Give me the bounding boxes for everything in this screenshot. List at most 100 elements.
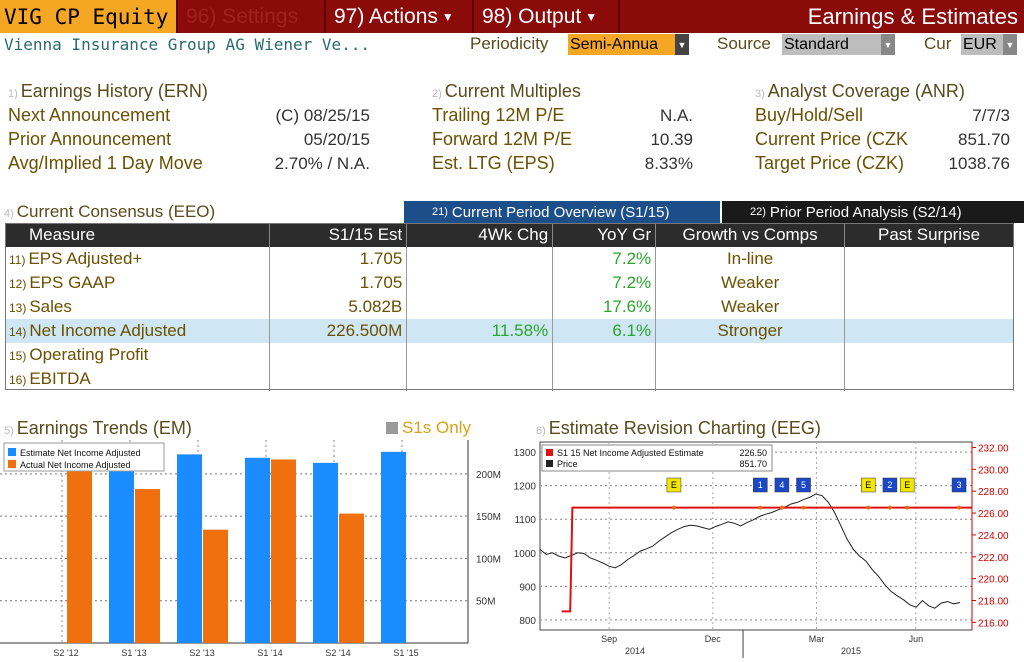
yoy-cell: 7.2% [552,271,657,295]
section-title: Earnings Trends (EM) [16,418,192,438]
chg-cell [406,247,554,271]
earnings-trends-header[interactable]: 5) Earnings Trends (EM) [4,418,192,439]
event-marker [753,477,768,493]
measure-cell: 14) Net Income Adjusted [5,319,271,343]
target-price-label: Target Price (CZK) [755,153,905,173]
periodicity-value: Semi-Annua [570,35,659,53]
yoy-cell: 17.6% [552,295,657,319]
cur-label: Cur [924,34,952,53]
x-tick-label: S2 '13 [189,648,214,658]
y-tick-label: 200M [476,470,501,481]
earnings-marker [899,477,915,493]
measure-label: Net Income Adjusted [29,321,187,340]
section-number: 2) [432,88,442,100]
sub-bar: Vienna Insurance Group AG Wiener Ve... P… [0,33,1024,57]
marker-label: 4 [779,480,784,490]
chg-cell [406,295,554,319]
table-row[interactable]: 12) EPS GAAP 1.705 7.2% Weaker [5,271,1014,295]
dropdown-arrow-icon: ▼ [881,34,895,55]
current-price-value: 851.70 [958,130,1010,149]
col-yoy[interactable]: YoY Gr [552,223,657,247]
legend-swatch [8,448,16,456]
source-label: Source [717,34,771,53]
section-title: Earnings History (ERN) [20,81,208,101]
estimate-revision-chart: 800 900 1000 1100 1200 1300 216.00 218.00 220.00… [514,441,1009,658]
legend-label: Price [557,459,578,469]
legend-swatch [8,460,16,468]
tab-label: Current Period Overview (S1/15) [451,203,670,221]
growth-cell [655,343,846,367]
tab-prior-period[interactable]: 22) Prior Period Analysis (S2/14) [722,201,1024,223]
col-4wk-chg[interactable]: 4Wk Chg [406,223,554,247]
chevron-down-icon: ▼ [441,9,454,24]
growth-cell: In-line [655,247,846,271]
buy-hold-sell-label: Buy/Hold/Sell [755,105,864,125]
dropdown-arrow-icon: ▼ [1003,34,1017,55]
legend-value: 226.50 [739,448,767,458]
event-marker [951,477,967,493]
growth-cell: Weaker [655,295,846,319]
right-tick-label: 232.00 [978,443,1009,454]
revision-header[interactable]: 6) Estimate Revision Charting (EEG) [536,418,821,439]
source-value: Standard [784,35,849,53]
legend-label: Actual Net Income Adjusted [20,460,131,470]
growth-cell: Stronger [655,319,846,343]
analyst-coverage-header[interactable]: 3) Analyst Coverage (ANR) [755,81,965,102]
est-ltg-label: Est. LTG (EPS) [432,153,555,173]
x-tick-label: S1 '14 [257,648,282,658]
company-name: Vienna Insurance Group AG Wiener Ve... [4,35,371,54]
col-growth-vs-comps[interactable]: Growth vs Comps [655,223,846,247]
x-tick-label: Sep [601,634,617,644]
settings-menu-button[interactable]: 96) Settings [178,0,326,33]
measure-label: Sales [29,297,72,316]
est-ltg-value: 8.33% [644,154,693,173]
section-title: Current Multiples [444,81,581,101]
est-cell: 1.705 [269,271,408,295]
x-tick-label: Dec [705,634,722,644]
measure-label: EPS GAAP [29,273,116,292]
ticker-field[interactable]: VIG CP Equity [0,0,178,33]
est-cell: 1.705 [269,247,408,271]
left-tick-label: 1300 [514,448,537,459]
estimate-line [561,506,972,613]
avg-move-label: Avg/Implied 1 Day Move [8,153,203,173]
legend-swatch [546,449,553,456]
x-tick-label: S2 '12 [53,648,78,658]
surprise-cell [844,343,1014,367]
left-tick-label: 800 [519,616,536,627]
table-row[interactable]: 13) Sales 5.082B 17.6% Weaker [5,295,1014,319]
est-cell: 5.082B [269,295,408,319]
col-measure[interactable]: Measure [5,223,271,247]
col-est[interactable]: S1/15 Est [269,223,408,247]
table-row[interactable]: 16) EBITDA [5,367,1014,391]
source-dropdown[interactable]: Standard ▼ [782,34,895,55]
measure-label: EBITDA [29,369,91,388]
periodicity-dropdown[interactable]: Semi-Annua ▼ [568,34,689,55]
tab-current-period[interactable]: 21) Current Period Overview (S1/15) [404,201,720,223]
earnings-trends-chart: 50M 100M 150M 200M S2 '12 S1 '13 S2 '13 S1 '14 S… [0,440,501,658]
plot-area [539,441,973,631]
output-menu-button[interactable]: 98) Output ▼ [474,0,620,33]
estimate-bar [381,451,406,643]
buy-hold-sell-value: 7/7/3 [972,106,1010,125]
marker-label: 2 [887,480,892,490]
legend-swatch [546,460,553,467]
s1s-only-toggle[interactable]: S1s Only [386,418,471,438]
earnings-history-header[interactable]: 1) Earnings History (ERN) [8,81,208,102]
marker-label: 5 [801,480,806,490]
col-past-surprise[interactable]: Past Surprise [844,223,1014,247]
marker-dot [957,505,962,510]
row-number: 16) [9,373,27,387]
section-number: 3) [755,88,765,100]
next-announcement-value: (C) 08/25/15 [275,106,371,125]
event-marker [774,477,790,493]
currency-dropdown[interactable]: EUR ▼ [961,34,1017,55]
table-row[interactable]: 15) Operating Profit [5,343,1014,367]
actions-menu-button[interactable]: 97) Actions ▼ [326,0,474,33]
section-number: 1) [8,88,18,100]
table-row[interactable]: 11) EPS Adjusted+ 1.705 7.2% In-line [5,247,1014,271]
consensus-header[interactable]: 4) Current Consensus (EEO) [4,202,215,222]
surprise-cell [844,247,1014,271]
legend-box [3,442,165,472]
est-cell [269,367,408,391]
